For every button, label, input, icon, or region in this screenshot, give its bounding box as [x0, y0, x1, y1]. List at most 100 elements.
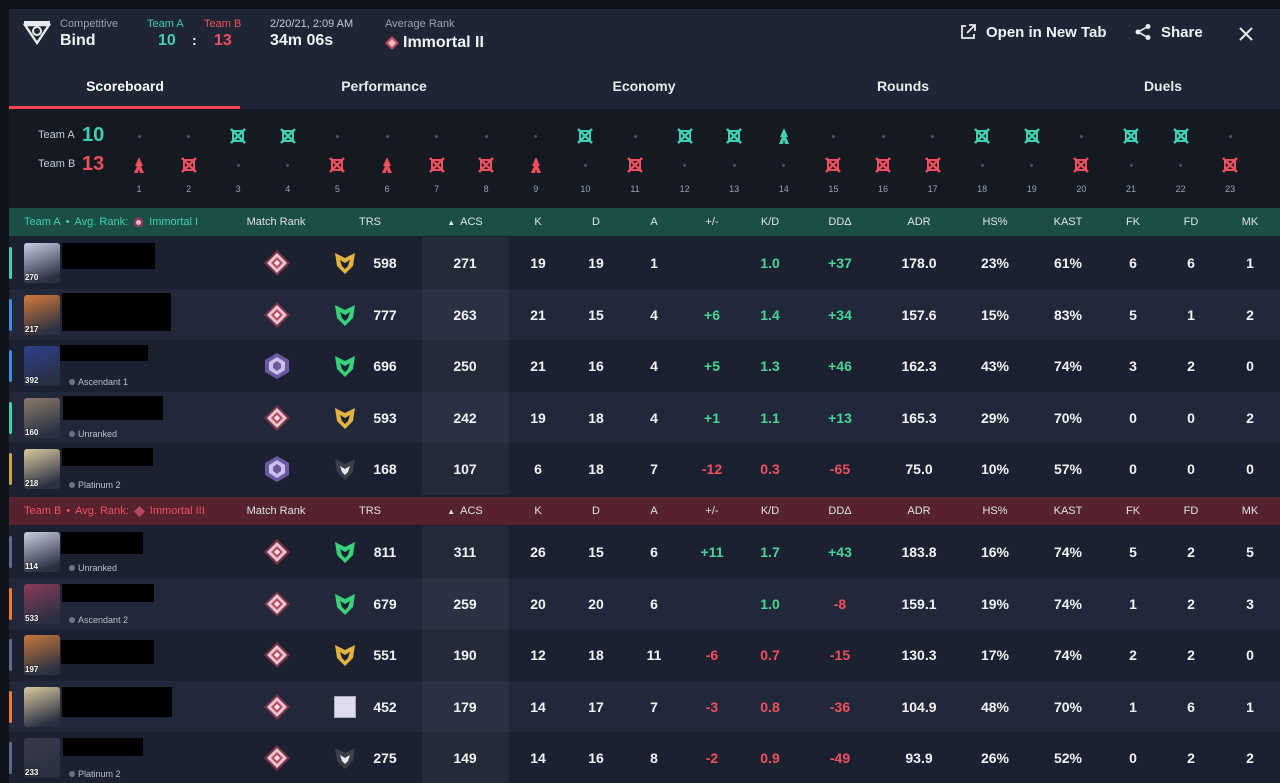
agent-avatar[interactable]: [24, 449, 60, 490]
round-6-team-b-cell[interactable]: [377, 155, 397, 175]
round-19-team-b-cell[interactable]: [1022, 155, 1042, 175]
column-fd-header[interactable]: FD: [1183, 216, 1199, 228]
round-4-team-a-cell[interactable]: [278, 126, 298, 146]
column-fk-header[interactable]: FK: [1125, 216, 1141, 228]
round-16-team-a-cell[interactable]: [873, 126, 893, 146]
column-k-header[interactable]: K: [534, 216, 542, 228]
player-row[interactable]: 217 777 263 21 15 4 +6 1.4 +34 157.6 15% 83% 5 1 2: [9, 288, 1280, 341]
tab-rounds[interactable]: Rounds: [876, 78, 930, 94]
round-2-team-b-cell[interactable]: [179, 155, 199, 175]
round-7-team-a-cell[interactable]: [427, 126, 447, 146]
round-14-team-a-cell[interactable]: [774, 126, 794, 146]
tab-performance[interactable]: Performance: [341, 78, 427, 94]
close-icon[interactable]: [1239, 27, 1253, 41]
player-row[interactable]: 160 Unranked 593 242 19 18 4 +1 1.1 +13 165.3 29% 70…: [9, 391, 1280, 444]
player-name-redacted[interactable]: [63, 738, 143, 757]
tab-scoreboard[interactable]: Scoreboard: [86, 78, 164, 94]
player-name-redacted[interactable]: [62, 448, 153, 467]
round-2-team-a-cell[interactable]: [179, 126, 199, 146]
round-6-team-a-cell[interactable]: [377, 126, 397, 146]
agent-avatar[interactable]: [24, 738, 60, 779]
round-12-team-a-cell[interactable]: [675, 126, 695, 146]
column-hs-header[interactable]: HS%: [982, 216, 1008, 228]
column-a-header[interactable]: A: [650, 216, 658, 228]
round-19-team-a-cell[interactable]: [1022, 126, 1042, 146]
round-11-team-a-cell[interactable]: [625, 126, 645, 146]
round-7-team-b-cell[interactable]: [427, 155, 447, 175]
agent-avatar[interactable]: [24, 346, 60, 387]
player-name-redacted[interactable]: [62, 583, 154, 602]
column-pm-header[interactable]: +/-: [705, 505, 719, 517]
agent-avatar[interactable]: [24, 294, 60, 335]
round-4-team-b-cell[interactable]: [278, 155, 298, 175]
share-button[interactable]: Share: [1134, 23, 1203, 41]
column-kd-header[interactable]: K/D: [760, 505, 780, 517]
column-hs-header[interactable]: HS%: [982, 505, 1008, 517]
agent-avatar[interactable]: [24, 686, 60, 727]
column-kast-header[interactable]: KAST: [1053, 505, 1083, 517]
player-row[interactable]: 218 Platinum 2 168 107 6 18 7 -12 0.3 -65 75.0 10% 5…: [9, 443, 1280, 496]
round-23-team-a-cell[interactable]: [1220, 126, 1240, 146]
round-3-team-a-cell[interactable]: [228, 126, 248, 146]
column-acs-header[interactable]: ▲ ACS: [422, 497, 509, 525]
round-20-team-b-cell[interactable]: [1071, 155, 1091, 175]
round-11-team-b-cell[interactable]: [625, 155, 645, 175]
round-14-team-b-cell[interactable]: [774, 155, 794, 175]
column-trs-header[interactable]: TRS: [359, 216, 381, 228]
player-name-redacted[interactable]: [61, 532, 143, 554]
round-1-team-b-cell[interactable]: [129, 155, 149, 175]
player-row[interactable]: 114 Unranked 811 311 26 15 6 +11 1.7 +43 183.8 16% 7…: [9, 526, 1280, 578]
column-trs-header[interactable]: TRS: [359, 505, 381, 517]
column-a-header[interactable]: A: [650, 505, 658, 517]
tab-duels[interactable]: Duels: [1143, 78, 1183, 94]
player-name-redacted[interactable]: [62, 243, 155, 269]
column-fd-header[interactable]: FD: [1183, 505, 1199, 517]
round-13-team-b-cell[interactable]: [724, 155, 744, 175]
round-15-team-b-cell[interactable]: [823, 155, 843, 175]
column-mk-header[interactable]: MK: [1241, 505, 1259, 517]
round-12-team-b-cell[interactable]: [675, 155, 695, 175]
round-22-team-a-cell[interactable]: [1171, 126, 1191, 146]
agent-avatar[interactable]: [24, 583, 60, 624]
column-adr-header[interactable]: ADR: [907, 216, 931, 228]
round-13-team-a-cell[interactable]: [724, 126, 744, 146]
player-row[interactable]: 270 598 271 19 19 1 1.0 +37 178.0 23% 61% 6 6 1: [9, 237, 1280, 289]
round-23-team-b-cell[interactable]: [1220, 155, 1240, 175]
player-row[interactable]: 197 551 190 12 18 11 -6 0.7 -15 130.3 17% 74% 2 2 0: [9, 629, 1280, 682]
agent-avatar[interactable]: [24, 243, 60, 283]
open-new-tab-button[interactable]: Open in New Tab: [959, 23, 1107, 41]
agent-avatar[interactable]: [24, 635, 60, 676]
round-3-team-b-cell[interactable]: [228, 155, 248, 175]
round-21-team-a-cell[interactable]: [1121, 126, 1141, 146]
round-8-team-b-cell[interactable]: [476, 155, 496, 175]
column-d-header[interactable]: D: [592, 216, 600, 228]
round-21-team-b-cell[interactable]: [1121, 155, 1141, 175]
round-20-team-a-cell[interactable]: [1071, 126, 1091, 146]
column-d-header[interactable]: D: [592, 505, 600, 517]
round-9-team-a-cell[interactable]: [526, 126, 546, 146]
round-1-team-a-cell[interactable]: [129, 126, 149, 146]
round-8-team-a-cell[interactable]: [476, 126, 496, 146]
column-fk-header[interactable]: FK: [1125, 505, 1141, 517]
column-adr-header[interactable]: ADR: [907, 505, 931, 517]
round-16-team-b-cell[interactable]: [873, 155, 893, 175]
round-18-team-b-cell[interactable]: [972, 155, 992, 175]
column-dd-header[interactable]: DDΔ: [828, 505, 852, 517]
round-10-team-a-cell[interactable]: [575, 126, 595, 146]
round-10-team-b-cell[interactable]: [575, 155, 595, 175]
round-17-team-a-cell[interactable]: [923, 126, 943, 146]
column-kd-header[interactable]: K/D: [760, 216, 780, 228]
tab-economy[interactable]: Economy: [612, 78, 676, 94]
round-9-team-b-cell[interactable]: [526, 155, 546, 175]
round-18-team-a-cell[interactable]: [972, 126, 992, 146]
player-name-redacted[interactable]: [63, 395, 163, 420]
column-match-rank-header[interactable]: Match Rank: [246, 216, 306, 228]
column-k-header[interactable]: K: [534, 505, 542, 517]
player-name-redacted[interactable]: [61, 640, 154, 665]
agent-avatar[interactable]: [24, 397, 60, 438]
agent-avatar[interactable]: [24, 532, 60, 572]
player-row[interactable]: 452 179 14 17 7 -3 0.8 -36 104.9 48% 70% 1 6 1: [9, 680, 1280, 733]
player-row[interactable]: 233 Platinum 2 275 149 14 16 8 -2 0.9 -49 93.9 26% 5…: [9, 732, 1280, 783]
column-mk-header[interactable]: MK: [1241, 216, 1259, 228]
player-row[interactable]: 533 Ascendant 2 679 259 20 20 6 1.0 -8 159.1 19% 74…: [9, 577, 1280, 630]
